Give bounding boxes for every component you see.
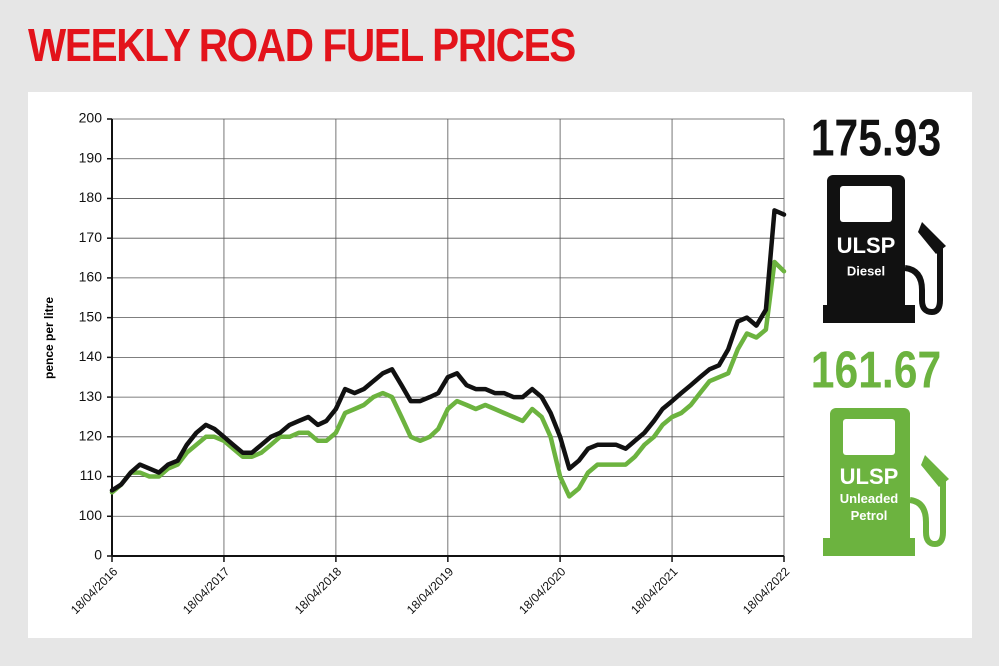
y-tick-label: 170 [79,229,103,245]
chart-panel [28,92,972,638]
y-tick-label: 160 [79,269,103,285]
diesel-name: Diesel [847,263,885,278]
petrol-name: Unleaded Petrol [839,491,899,523]
series-line [109,259,787,499]
diesel-pump: 175.93 ULSP Diesel [811,110,946,323]
y-tick-label: 120 [79,428,103,444]
x-tick-label: 18/04/2021 [628,564,681,617]
diesel-price: 175.93 [811,110,941,168]
y-tick-label: 200 [79,110,103,126]
y-axis-label: pence per litre [42,297,56,379]
y-tick-label: 180 [79,189,103,205]
x-tick-label: 18/04/2017 [180,564,233,617]
y-tick-label: 190 [79,149,103,165]
chart-title: WEEKLY ROAD FUEL PRICES [28,19,576,71]
x-tick-label: 18/04/2016 [68,564,121,617]
diesel-fuel-code: ULSP [837,233,896,258]
x-tick-label: 18/04/2018 [292,564,345,617]
petrol-fuel-code: ULSP [840,464,899,489]
y-tick-label: 130 [79,388,103,404]
y-tick-label: 0 [94,547,102,563]
series-line [109,208,787,493]
x-tick-label: 18/04/2022 [740,564,793,617]
petrol-price: 161.67 [811,342,941,400]
x-tick-label: 18/04/2020 [516,564,569,617]
x-tick-label: 18/04/2019 [404,564,457,617]
petrol-pump: 161.67 ULSP Unleaded Petrol [811,342,949,556]
y-tick-label: 150 [79,308,103,324]
y-tick-label: 100 [79,507,103,523]
y-tick-label: 110 [80,467,103,483]
petrol-name-box: Unleaded Petrol [839,491,899,523]
y-tick-label: 140 [79,348,103,364]
